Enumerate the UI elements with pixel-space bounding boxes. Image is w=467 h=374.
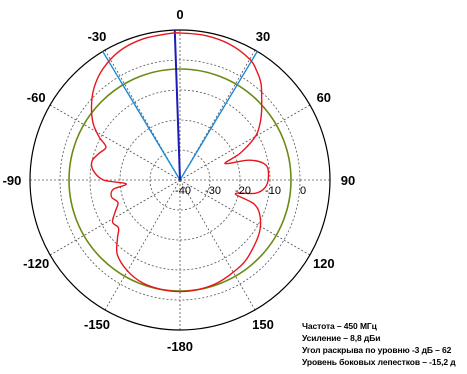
grid-spoke [179, 179, 311, 256]
beamwidth-text: Угол раскрыва по уровню -3 дБ – 62 [302, 345, 452, 355]
angle-label: -90 [3, 173, 22, 188]
main-direction-line [173, 30, 181, 181]
ring-label: -30 [205, 185, 221, 197]
beamwidth-line [102, 51, 181, 181]
angle-label: -150 [84, 317, 110, 332]
angle-label: 90 [341, 173, 355, 188]
angle-label: 0 [176, 7, 183, 22]
grid-spoke [179, 104, 311, 181]
ring-label: -40 [175, 185, 191, 197]
axis-labels: 0 30 60 90 120 150 -180 -150 -120 -90 -60 -30 -40 -30… [3, 7, 356, 354]
pattern-curve [90, 32, 270, 293]
gain-text: Усиление – 8,8 дБи [302, 333, 381, 343]
grid-spoke [104, 179, 181, 311]
radiation-pattern [90, 32, 270, 293]
frequency-text: Частота – 450 МГц [302, 321, 377, 331]
polar-grid [29, 29, 331, 331]
angle-label: -60 [27, 90, 46, 105]
antenna-specs: Частота – 450 МГц Усиление – 8,8 дБи Уго… [302, 320, 467, 368]
sidelobes-text: Уровень боковых лепестков – -15,2 д [302, 357, 456, 367]
angle-label: 30 [256, 29, 270, 44]
outer-circle [29, 29, 331, 331]
beamwidth-line [179, 51, 258, 181]
grid-spoke [49, 104, 181, 181]
grid-spoke [49, 179, 181, 256]
ring-label: -10 [265, 185, 281, 197]
ring-label: -20 [235, 185, 251, 197]
angle-label: 60 [317, 90, 331, 105]
angle-label: -120 [23, 256, 49, 271]
angle-label: -180 [167, 339, 193, 354]
grid-spoke [179, 179, 256, 311]
angle-label: -30 [88, 29, 107, 44]
ring-label: 0 [300, 185, 306, 197]
angle-label: 120 [313, 256, 335, 271]
angle-label: 150 [252, 317, 274, 332]
